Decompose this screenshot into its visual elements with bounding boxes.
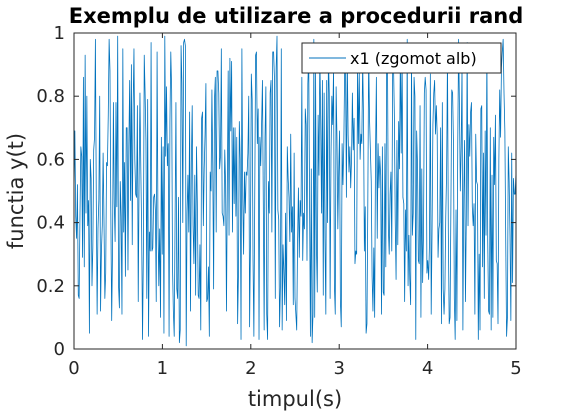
x-axis-label: timpul(s) bbox=[248, 387, 342, 411]
axes-box bbox=[73, 32, 517, 350]
x-tick-label: 0 bbox=[68, 358, 79, 379]
legend-entry: x1 (zgomot alb) bbox=[350, 49, 477, 68]
x-tick-label: 1 bbox=[157, 358, 168, 379]
x-tick-label: 4 bbox=[422, 358, 433, 379]
y-axis-label: functia y(t) bbox=[4, 133, 28, 249]
series-line-0 bbox=[73, 35, 517, 347]
y-tick-label: 0.8 bbox=[36, 86, 65, 107]
y-tick-label: 0.4 bbox=[36, 213, 65, 234]
y-tick-label: 0.2 bbox=[36, 276, 65, 297]
x-tick-label: 3 bbox=[333, 358, 344, 379]
ticks-layer: 0 1 2 3 4 5 0 0.2 0.4 0.6 0.8 1 bbox=[36, 23, 521, 379]
y-tick-label: 0 bbox=[54, 339, 65, 360]
x-tick-label: 2 bbox=[245, 358, 256, 379]
chart-title: Exemplu de utilizare a procedurii rand bbox=[69, 4, 524, 28]
x-tick-label: 5 bbox=[510, 358, 521, 379]
legend: x1 (zgomot alb) bbox=[301, 42, 502, 74]
data-layer bbox=[73, 35, 517, 347]
y-tick-label: 1 bbox=[54, 23, 65, 44]
y-tick-label: 0.6 bbox=[36, 149, 65, 170]
